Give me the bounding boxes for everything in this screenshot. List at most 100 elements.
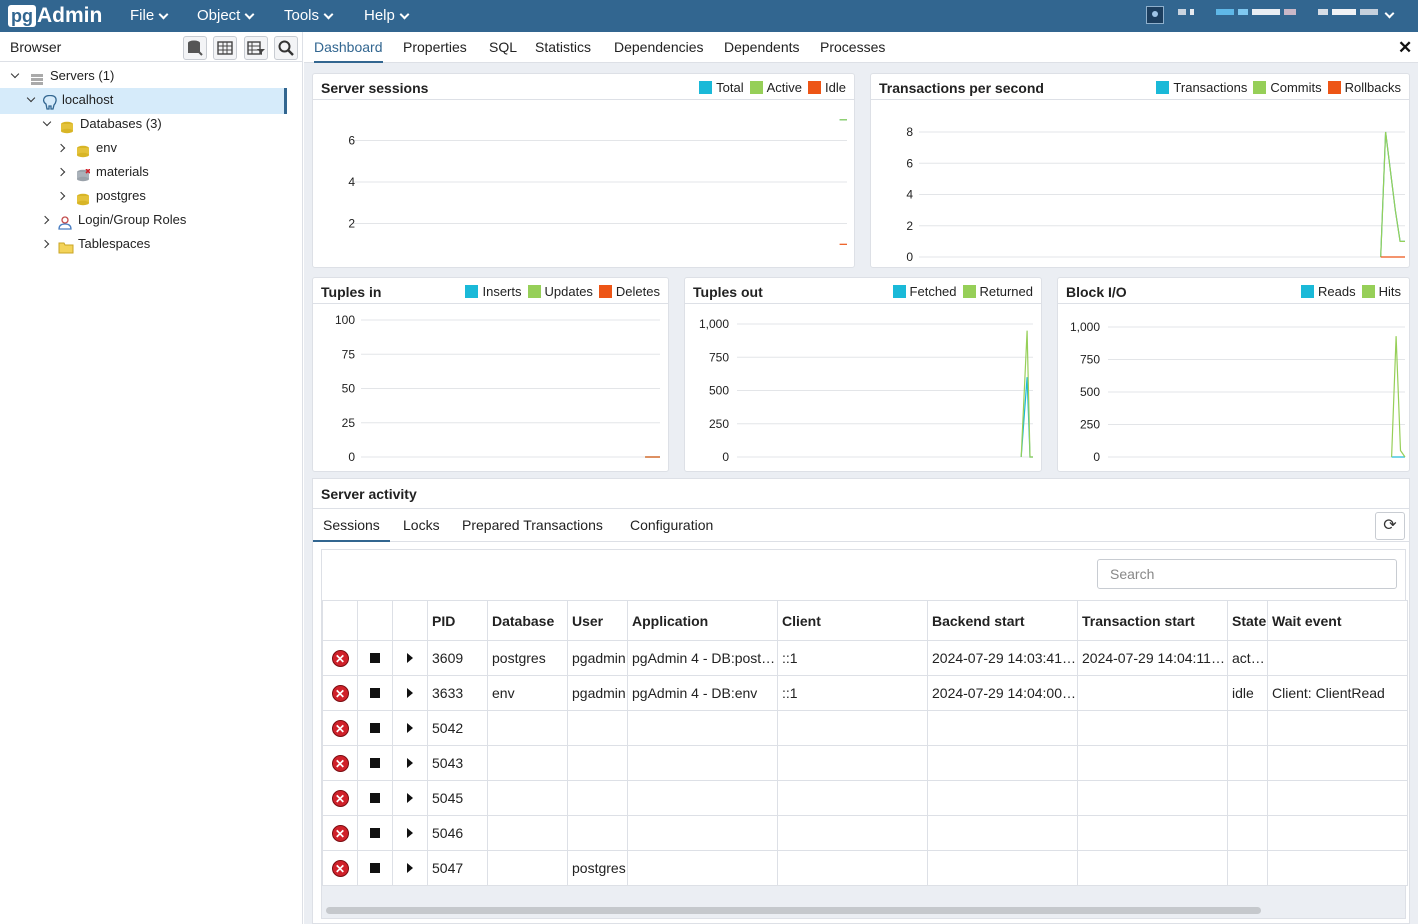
- cell-transaction-start: [1077, 780, 1228, 816]
- tree-selection-highlight: [0, 88, 287, 114]
- tree-item-localhost[interactable]: localhost: [22, 88, 113, 112]
- terminate-session-icon[interactable]: ✕: [331, 684, 349, 702]
- cell-application: pgAdmin 4 - DB:postgres: [627, 640, 778, 676]
- col-header-pid[interactable]: PID: [427, 600, 488, 641]
- filtered-rows-button[interactable]: [244, 36, 268, 60]
- refresh-icon[interactable]: ⟳: [1375, 512, 1405, 540]
- subtab-prepared-transactions[interactable]: Prepared Transactions: [462, 517, 603, 533]
- tab-dependencies[interactable]: Dependencies: [614, 39, 704, 55]
- tree-label-materials: materials: [96, 164, 149, 179]
- series-line-commits: [1380, 131, 1405, 258]
- tree-item-tablespaces[interactable]: Tablespaces: [40, 232, 150, 256]
- table-row[interactable]: ✕ 3633 env pgadmin pgAdmin 4 - DB:env::1 2024…: [322, 675, 1408, 711]
- y-tick-label: 6: [906, 156, 913, 170]
- y-tick-label: 0: [906, 250, 913, 264]
- table-row[interactable]: ✕ 5042: [322, 710, 1408, 746]
- subtab-configuration[interactable]: Configuration: [630, 517, 714, 533]
- cancel-query-icon[interactable]: [370, 688, 380, 698]
- tree-item-databases[interactable]: Databases (3): [38, 112, 162, 136]
- menu-object[interactable]: Object: [197, 0, 255, 32]
- cancel-query-icon[interactable]: [370, 863, 380, 873]
- tab-sql[interactable]: SQL: [489, 39, 518, 55]
- col-header-application[interactable]: Application: [627, 600, 778, 641]
- horizontal-scrollbar[interactable]: [322, 902, 1405, 918]
- subtab-locks[interactable]: Locks: [403, 517, 440, 533]
- terminate-session-icon[interactable]: ✕: [331, 789, 349, 807]
- terminate-session-icon[interactable]: ✕: [331, 719, 349, 737]
- tree-item-db-materials[interactable]: materials: [56, 160, 149, 184]
- expand-row-icon[interactable]: [407, 653, 413, 663]
- view-data-button[interactable]: [213, 36, 237, 60]
- chart-title: Block I/O: [1066, 284, 1127, 300]
- table-row[interactable]: ✕ 5047 postgres: [322, 850, 1408, 886]
- expand-row-icon[interactable]: [407, 863, 413, 873]
- cancel-query-icon[interactable]: [370, 653, 380, 663]
- expand-row-icon[interactable]: [407, 828, 413, 838]
- cancel-query-icon[interactable]: [370, 828, 380, 838]
- expand-row-icon[interactable]: [407, 793, 413, 803]
- cell-transaction-start: [1077, 850, 1228, 886]
- chart-legend: Total Active Idle: [693, 80, 846, 95]
- tab-dashboard[interactable]: Dashboard: [314, 32, 383, 63]
- cell-client: [777, 745, 928, 781]
- cancel-query-icon[interactable]: [370, 723, 380, 733]
- cell-state: idle: [1227, 675, 1268, 711]
- expand-row-icon[interactable]: [407, 688, 413, 698]
- expand-cell: [392, 850, 428, 886]
- search-icon: [278, 40, 294, 56]
- tab-properties[interactable]: Properties: [403, 39, 467, 55]
- col-header-user[interactable]: User: [567, 600, 628, 641]
- cell-state: active: [1227, 640, 1268, 676]
- menu-tools[interactable]: Tools: [284, 0, 334, 32]
- menu-help[interactable]: Help: [364, 0, 410, 32]
- table-row[interactable]: ✕ 3609 postgres pgadmin pgAdmin 4 - DB:postg…: [322, 640, 1408, 676]
- user-menu[interactable]: [1146, 6, 1406, 26]
- table-row[interactable]: ✕ 5043: [322, 745, 1408, 781]
- tree-item-servers[interactable]: Servers (1): [8, 64, 114, 88]
- tree-label-servers: Servers (1): [50, 68, 115, 83]
- expand-cell: [392, 710, 428, 746]
- expand-row-icon[interactable]: [407, 723, 413, 733]
- top-menu-bar: pg Admin File Object Tools Help: [0, 0, 1418, 32]
- subtab-sessions[interactable]: Sessions: [313, 510, 390, 542]
- menu-file[interactable]: File: [130, 0, 169, 32]
- query-tool-button[interactable]: [183, 36, 207, 60]
- search-input[interactable]: Search: [1097, 559, 1397, 589]
- databases-icon: [60, 118, 74, 133]
- user-name-blur: [1178, 9, 1186, 15]
- cancel-query-icon[interactable]: [370, 758, 380, 768]
- cell-user: [567, 815, 628, 851]
- col-header-wait-event[interactable]: Wait event: [1267, 600, 1408, 641]
- col-header-client[interactable]: Client: [777, 600, 928, 641]
- terminate-session-icon[interactable]: ✕: [331, 754, 349, 772]
- login-roles-icon: [58, 214, 72, 230]
- tree-item-db-env[interactable]: env: [56, 136, 117, 160]
- cell-state: [1227, 850, 1268, 886]
- col-header-backend-start[interactable]: Backend start: [927, 600, 1078, 641]
- terminate-session-icon[interactable]: ✕: [331, 649, 349, 667]
- legend-swatch-total: [699, 81, 713, 94]
- tree-item-login-roles[interactable]: Login/Group Roles: [40, 208, 186, 232]
- table-row[interactable]: ✕ 5045: [322, 780, 1408, 816]
- cell-backend-start: 2024-07-29 14:03:41.123: [927, 640, 1078, 676]
- col-header-transaction-start[interactable]: Transaction start: [1077, 600, 1228, 641]
- table-row[interactable]: ✕ 5046: [322, 815, 1408, 851]
- tab-statistics[interactable]: Statistics: [535, 39, 592, 55]
- tab-processes[interactable]: Processes: [820, 39, 886, 55]
- terminate-session-icon[interactable]: ✕: [331, 824, 349, 842]
- cancel-query-icon[interactable]: [370, 793, 380, 803]
- legend-swatch-hits: [1361, 285, 1375, 298]
- col-header-database[interactable]: Database: [487, 600, 568, 641]
- main-tabs: Dashboard Properties SQL Statistics Depe…: [304, 32, 1418, 63]
- close-tab-icon[interactable]: ✕: [1398, 38, 1413, 57]
- servers-icon: [30, 70, 44, 85]
- terminate-session-icon[interactable]: ✕: [331, 859, 349, 877]
- cell-database: env: [487, 675, 568, 711]
- y-tick-label: 0: [722, 450, 729, 464]
- expand-row-icon[interactable]: [407, 758, 413, 768]
- col-header-state[interactable]: State: [1227, 600, 1268, 641]
- scrollbar-thumb[interactable]: [326, 907, 1261, 914]
- tab-dependents[interactable]: Dependents: [724, 39, 800, 55]
- search-objects-button[interactable]: [274, 36, 298, 60]
- tree-item-db-postgres[interactable]: postgres: [56, 184, 146, 208]
